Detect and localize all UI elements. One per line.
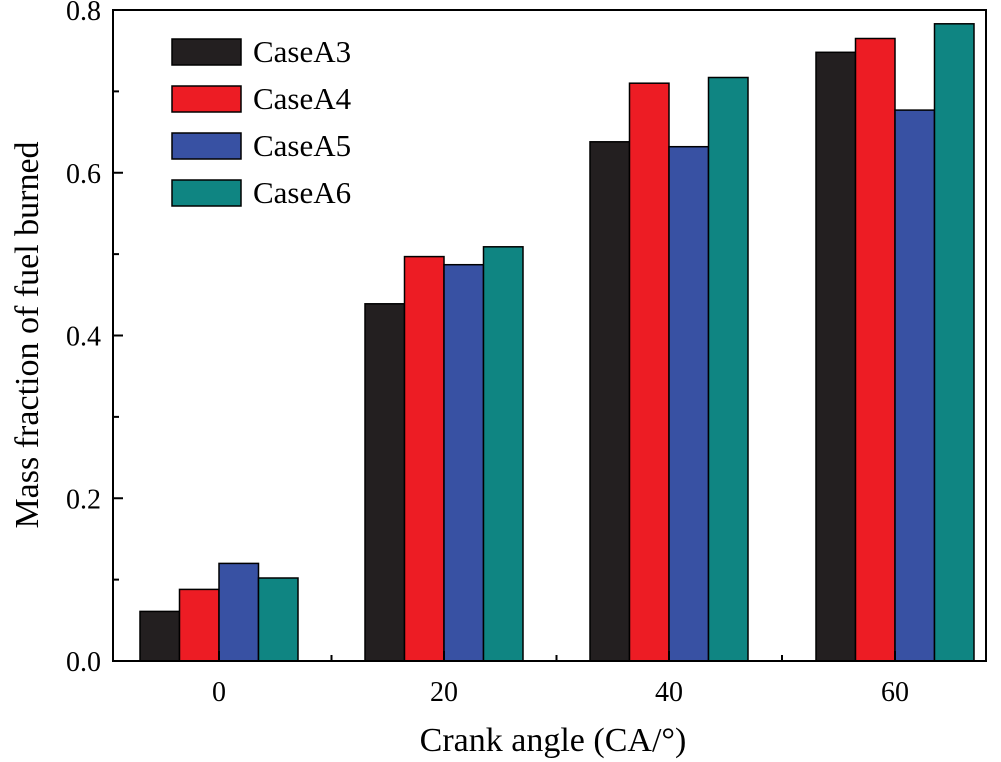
bar-casea5-60 (894, 109, 936, 662)
x-tick-label: 20 (430, 677, 458, 708)
x-tick-label: 0 (212, 677, 226, 708)
bar-casea3-0 (139, 610, 181, 662)
bar-casea6-40 (707, 76, 749, 662)
y-tick-label: 0.0 (66, 647, 101, 678)
legend-swatch-casea6 (171, 179, 242, 207)
y-axis: 0.0 0.2 0.4 0.6 0.8 (66, 0, 123, 678)
legend-swatch-casea3 (171, 38, 242, 66)
bar-casea3-20 (364, 303, 406, 662)
bar-casea6-0 (257, 577, 299, 662)
bar-casea5-20 (443, 263, 485, 662)
bar-casea4-0 (178, 588, 220, 662)
x-axis-title: Crank angle (CA/°) (420, 722, 687, 759)
x-tick-label: 40 (655, 677, 683, 708)
y-tick-label: 0.6 (66, 159, 101, 190)
y-axis-title: Mass fraction of fuel burned (9, 141, 46, 528)
bars-group (139, 23, 975, 662)
legend: CaseA3 CaseA4 CaseA5 CaseA6 (171, 34, 352, 210)
x-axis: 0 20 40 60 (212, 651, 909, 708)
bar-casea4-60 (854, 37, 896, 662)
y-tick-label: 0.4 (66, 322, 101, 353)
bar-casea6-20 (482, 246, 524, 662)
bar-casea4-40 (628, 82, 670, 662)
legend-swatch-casea4 (171, 85, 242, 113)
bar-casea5-0 (218, 562, 260, 662)
legend-label-casea4: CaseA4 (253, 81, 352, 116)
y-tick-label: 0.2 (66, 484, 101, 515)
legend-swatch-casea5 (171, 132, 242, 160)
legend-label-casea3: CaseA3 (253, 34, 351, 69)
x-tick-label: 60 (881, 677, 909, 708)
legend-label-casea6: CaseA6 (253, 175, 351, 210)
bar-casea5-40 (668, 145, 710, 662)
y-tick-label: 0.8 (66, 0, 101, 27)
legend-label-casea5: CaseA5 (253, 128, 351, 163)
bar-casea4-20 (403, 255, 445, 662)
bar-casea3-60 (815, 51, 857, 662)
bar-casea6-60 (933, 23, 975, 662)
bar-casea3-40 (589, 141, 631, 662)
